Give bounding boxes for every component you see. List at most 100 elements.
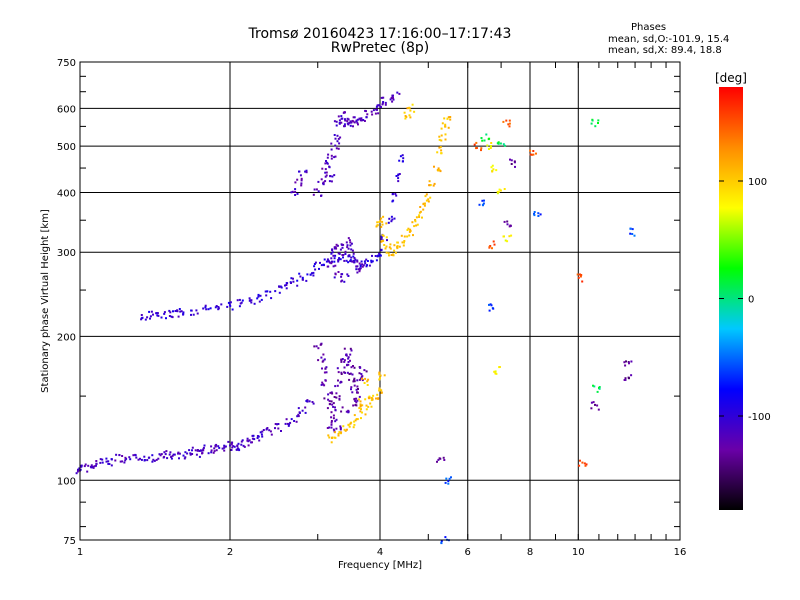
data-point [403, 241, 405, 244]
data-point [398, 92, 401, 95]
data-point [378, 252, 381, 255]
data-point [325, 371, 328, 374]
data-point [480, 149, 482, 152]
data-point [578, 464, 581, 467]
data-point [349, 124, 352, 127]
data-point [221, 447, 224, 450]
data-point [366, 264, 368, 267]
data-point [367, 405, 370, 408]
data-point [290, 277, 293, 280]
data-point [361, 377, 364, 380]
data-point [171, 316, 174, 319]
data-point [340, 115, 343, 118]
data-point [340, 373, 343, 375]
data-point [338, 121, 341, 124]
data-point [337, 137, 340, 140]
data-point [503, 188, 506, 190]
data-point [278, 285, 281, 288]
data-point [337, 433, 340, 435]
data-point [585, 463, 588, 466]
data-point [392, 253, 395, 256]
data-point [155, 458, 158, 461]
data-point [375, 259, 378, 262]
data-point [317, 180, 320, 183]
y-tick-label: 500 [57, 142, 76, 153]
data-point [301, 276, 304, 279]
data-point [294, 194, 297, 196]
data-point [485, 133, 488, 136]
data-point [207, 308, 210, 311]
data-point [391, 94, 394, 97]
data-point [505, 119, 508, 122]
data-point [367, 378, 370, 381]
data-point [483, 139, 486, 142]
data-point [360, 117, 363, 120]
data-point [475, 141, 478, 144]
data-point [406, 235, 409, 238]
data-point [355, 404, 358, 407]
data-point [174, 310, 177, 312]
data-point [379, 254, 382, 257]
data-point [168, 453, 171, 456]
data-point [274, 427, 276, 430]
data-point [389, 98, 392, 101]
data-point [358, 372, 361, 375]
data-point [388, 254, 390, 257]
data-point [324, 175, 327, 178]
data-point [376, 104, 379, 107]
colorbar-label: [deg] [715, 71, 747, 85]
data-point [165, 450, 168, 453]
data-point [115, 453, 118, 456]
data-point [340, 121, 343, 124]
data-point [380, 391, 383, 394]
data-point [508, 119, 511, 122]
data-point [157, 314, 160, 317]
data-point [335, 147, 338, 150]
data-point [395, 175, 398, 177]
data-point [285, 284, 288, 286]
data-point [253, 438, 256, 441]
data-point [369, 402, 372, 405]
data-point [210, 449, 213, 452]
data-point [332, 428, 335, 431]
data-point [330, 148, 333, 151]
data-point [341, 406, 344, 409]
data-point [381, 102, 384, 105]
data-point [440, 152, 443, 155]
data-point [352, 116, 355, 119]
data-point [280, 430, 282, 432]
data-point [631, 233, 634, 235]
data-point [335, 418, 338, 421]
data-point [371, 260, 374, 263]
data-point [360, 119, 363, 122]
data-point [598, 387, 601, 390]
data-point [313, 188, 316, 191]
colorbar-tick-label: 100 [748, 177, 767, 188]
data-point [359, 377, 362, 380]
data-point [370, 110, 373, 113]
data-point [280, 286, 283, 289]
data-point [291, 190, 294, 193]
data-point [150, 310, 153, 313]
data-point [251, 437, 254, 440]
data-point [391, 193, 394, 195]
data-point [149, 317, 151, 320]
data-point [380, 106, 382, 109]
data-point [391, 100, 394, 103]
data-point [630, 374, 633, 377]
data-point [333, 120, 336, 123]
data-point [508, 235, 511, 238]
data-point [257, 295, 260, 298]
data-point [350, 386, 353, 389]
data-point [498, 188, 501, 191]
data-point [256, 297, 259, 300]
data-point [79, 468, 82, 471]
data-point [414, 220, 417, 223]
data-point [163, 451, 166, 454]
data-point [152, 458, 155, 461]
data-point [277, 427, 280, 430]
data-point [344, 250, 347, 253]
data-point [349, 359, 351, 362]
data-point [330, 420, 333, 422]
data-point [353, 379, 356, 381]
